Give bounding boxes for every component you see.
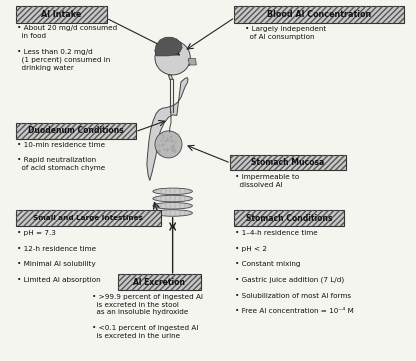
Ellipse shape: [153, 195, 192, 202]
Polygon shape: [147, 78, 188, 180]
Text: Stomach Mucosa: Stomach Mucosa: [251, 158, 325, 167]
Polygon shape: [168, 75, 173, 79]
FancyBboxPatch shape: [234, 210, 344, 226]
FancyBboxPatch shape: [230, 155, 346, 170]
Ellipse shape: [153, 188, 192, 195]
Text: Al Intake: Al Intake: [41, 10, 82, 19]
Text: • 10-min residence time

• Rapid neutralization
  of acid stomach chyme: • 10-min residence time • Rapid neutrali…: [17, 142, 105, 171]
Text: • Impermeable to
  dissolved Al: • Impermeable to dissolved Al: [235, 174, 299, 188]
Text: Al Excretion: Al Excretion: [133, 278, 185, 287]
Polygon shape: [155, 37, 182, 56]
Text: • About 20 mg/d consumed
  in food

• Less than 0.2 mg/d
  (1 percent) consumed : • About 20 mg/d consumed in food • Less …: [17, 25, 117, 70]
Text: • >99.9 percent of ingested Al
  is excreted in the stool
  as an insoluble hydr: • >99.9 percent of ingested Al is excret…: [92, 294, 203, 339]
FancyBboxPatch shape: [16, 210, 161, 226]
Ellipse shape: [155, 131, 182, 158]
FancyBboxPatch shape: [16, 6, 107, 23]
FancyBboxPatch shape: [16, 123, 136, 139]
Polygon shape: [188, 58, 196, 65]
Text: • pH = 7.3

• 12-h residence time

• Minimal Al solubility

• Limited Al absorpt: • pH = 7.3 • 12-h residence time • Minim…: [17, 230, 100, 283]
FancyBboxPatch shape: [234, 6, 404, 23]
Text: Blood Al Concentration: Blood Al Concentration: [267, 10, 371, 19]
Text: Small and Large Intestines: Small and Large Intestines: [33, 216, 144, 221]
Text: • 1–4-h residence time

• pH < 2

• Constant mixing

• Gastric juice addition (7: • 1–4-h residence time • pH < 2 • Consta…: [235, 230, 354, 314]
Ellipse shape: [155, 40, 191, 75]
Text: Stomach Conditions: Stomach Conditions: [246, 214, 332, 223]
Ellipse shape: [153, 203, 192, 209]
Text: Duodenum Conditions: Duodenum Conditions: [28, 126, 124, 135]
FancyBboxPatch shape: [118, 274, 201, 290]
Text: • Largely independent
  of Al consumption: • Largely independent of Al consumption: [245, 26, 327, 40]
Ellipse shape: [153, 210, 192, 216]
